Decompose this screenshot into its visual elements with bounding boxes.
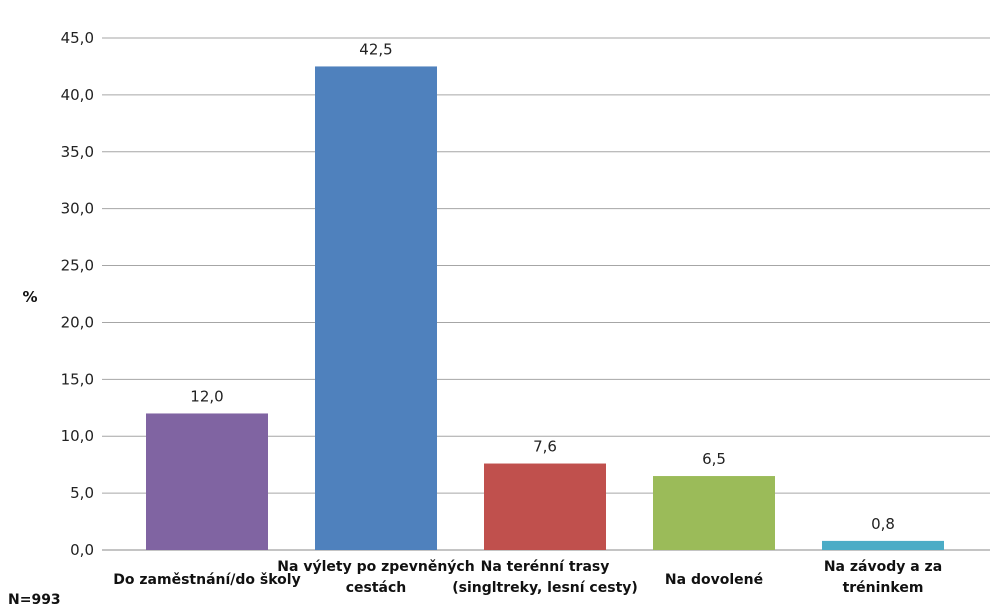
category-label-line: Na závody a za: [824, 559, 942, 575]
bar-value-label: 42,5: [359, 40, 392, 58]
y-tick-label: 15,0: [61, 370, 94, 388]
category-label-line: Na výlety po zpevněných: [277, 559, 474, 575]
bars: [146, 66, 944, 550]
data-labels: 12,0 42,5 7,6 6,5 0,8: [190, 40, 895, 532]
bar: [146, 413, 268, 550]
category-label: Na dovolené: [665, 572, 763, 588]
y-tick-label: 20,0: [61, 313, 94, 331]
y-tick-label: 45,0: [61, 29, 94, 47]
y-tick-label: 25,0: [61, 257, 94, 275]
y-tick-label: 35,0: [61, 143, 94, 161]
y-axis-tick-labels: 0,0 5,0 10,0 15,0 20,0 25,0 30,0 35,0 40,0 45,0: [61, 29, 94, 559]
bar-value-label: 12,0: [190, 387, 223, 405]
bar: [315, 66, 437, 550]
bar-value-label: 0,8: [871, 515, 895, 533]
y-tick-label: 40,0: [61, 86, 94, 104]
category-label: Na závody a za tréninkem: [824, 559, 942, 596]
category-label: Na výlety po zpevněných cestách: [277, 559, 474, 596]
category-label-line: cestách: [346, 580, 407, 596]
category-label-line: Na terénní trasy: [481, 559, 610, 575]
bar-value-label: 7,6: [533, 438, 557, 456]
category-label: Do zaměstnání/do školy: [113, 572, 300, 588]
bar: [484, 463, 606, 550]
bar: [653, 476, 775, 550]
category-label: Na terénní trasy (singltreky, lesní cesty…: [452, 559, 638, 596]
category-label-line: Do zaměstnání/do školy: [113, 572, 300, 588]
y-axis-title: %: [22, 288, 37, 306]
sample-size-note: N=993: [8, 592, 61, 608]
y-tick-label: 30,0: [61, 200, 94, 218]
bar: [822, 540, 944, 550]
category-label-line: tréninkem: [843, 580, 924, 596]
y-tick-label: 10,0: [61, 427, 94, 445]
category-label-line: (singltreky, lesní cesty): [452, 580, 638, 596]
category-label-line: Na dovolené: [665, 572, 763, 588]
y-tick-label: 0,0: [70, 541, 94, 559]
bar-value-label: 6,5: [702, 450, 726, 468]
y-tick-label: 5,0: [70, 484, 94, 502]
